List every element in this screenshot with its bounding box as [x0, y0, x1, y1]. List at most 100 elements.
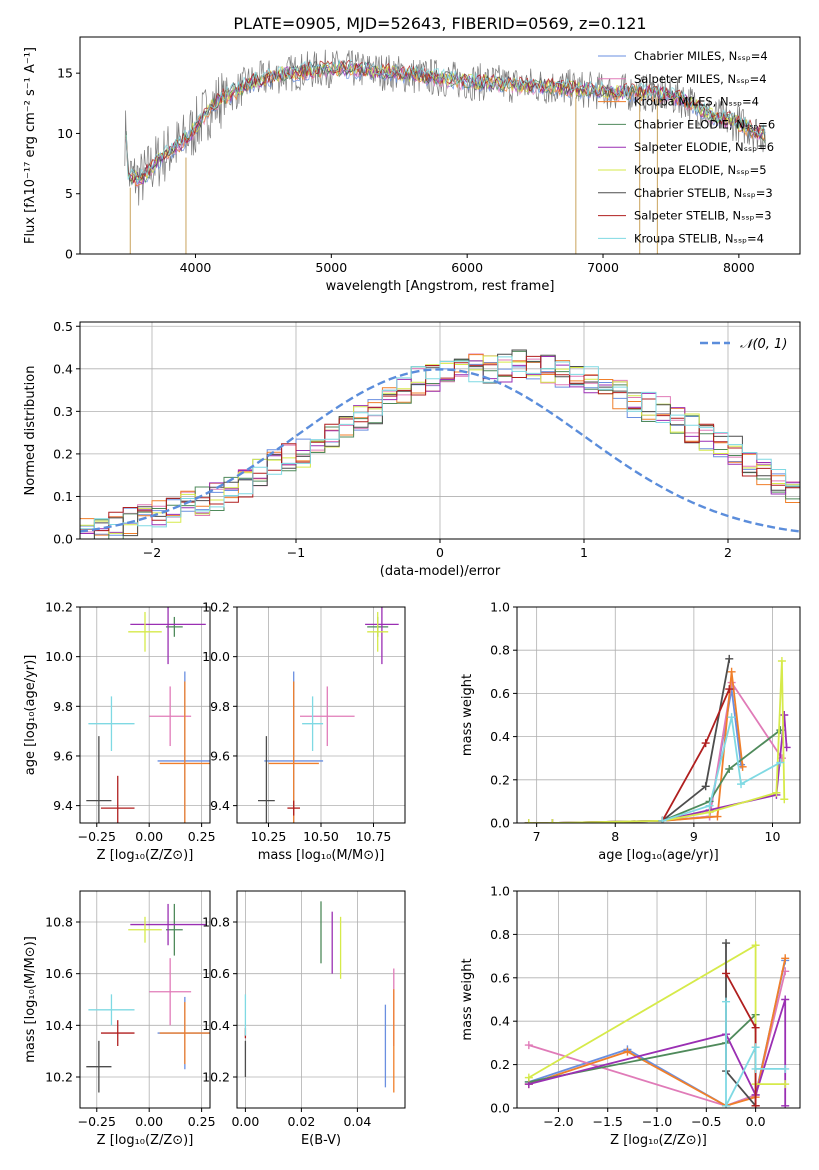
y-tick-label: 0.3 [53, 404, 73, 419]
y-tick-label: 10.6 [202, 966, 230, 981]
data-point-marker [722, 1101, 731, 1108]
histogram-kroupa-stelib [80, 356, 800, 530]
x-tick-label: 10.25 [251, 829, 287, 844]
axes-frame [236, 890, 406, 1109]
data-point-marker [776, 758, 785, 767]
x-axis-label: Z [log₁₀(Z/Z⊙)] [97, 848, 194, 863]
y-tick-label: 1.0 [490, 884, 510, 899]
errorbar-point [149, 686, 192, 747]
data-marks [244, 901, 395, 1093]
legend-entry: Chabrier STELIB, Nₛₛₚ=3 [634, 186, 773, 200]
x-tick-label: −2.0 [543, 1114, 573, 1129]
data-point-marker [725, 765, 734, 773]
x-tick-label: 0.25 [188, 829, 216, 844]
errorbar-point [302, 696, 324, 751]
data-point-marker [751, 1043, 760, 1052]
model-line-kroupa-stelib [125, 58, 766, 184]
y-tick-label: 0.8 [490, 927, 510, 942]
series-line-salpeter-elodie [528, 714, 788, 823]
data-point-marker [751, 1023, 760, 1032]
y-tick-label: 9.6 [53, 748, 73, 763]
data-marks [524, 939, 790, 1108]
errorbar-point [149, 958, 192, 1026]
errorbar-point [130, 903, 206, 946]
x-tick-label: 0.00 [135, 829, 163, 844]
data-point-marker [781, 995, 790, 1004]
y-tick-label: 10.4 [45, 1018, 73, 1033]
x-tick-label: 10.75 [356, 829, 392, 844]
y-tick-label: 10.2 [202, 1070, 230, 1085]
axes-8: −2.0 −1.5 −1.0 −0.5 0.0 0.0 0.2 0.4 0.6 0.8 1.0 Z [… [460, 884, 801, 1148]
data-point-marker [713, 812, 722, 821]
data-point-marker [727, 713, 736, 722]
x-tick-label: 10.50 [303, 829, 339, 844]
x-tick-label: 7 [533, 829, 541, 844]
data-point-marker [524, 819, 533, 823]
axes-6: −0.25 0.00 0.25 10.2 10.4 10.6 10.8 Z [log₁₀(Z/… [23, 890, 216, 1148]
model-line-salpeter-stelib [125, 59, 766, 184]
errorbar-point [86, 736, 112, 823]
data-point-marker [722, 969, 731, 978]
x-tick-label: −0.25 [78, 1114, 116, 1129]
x-tick-label: −1.0 [642, 1114, 672, 1129]
y-axis-label: mass weight [460, 674, 475, 756]
x-tick-label: −2 [143, 545, 161, 560]
data-marks [124, 49, 766, 254]
data-point-marker [658, 816, 667, 823]
errorbar-point [100, 1020, 135, 1046]
y-tick-label: 9.6 [210, 748, 230, 763]
y-axis-label: mass weight [460, 958, 475, 1040]
data-point-marker [751, 1101, 760, 1108]
data-point-marker [705, 801, 714, 810]
y-tick-label: 0.0 [490, 816, 510, 831]
data-point-marker [722, 939, 731, 948]
x-tick-label: 9 [690, 829, 698, 844]
data-point-marker [781, 1101, 790, 1108]
axes-2: −2 −1 0 1 2 0.0 0.1 0.2 0.3 0.4 0.5 (data-model)/er… [23, 319, 801, 579]
x-tick-label: −1.5 [593, 1114, 623, 1129]
x-tick-label: 4000 [180, 260, 212, 275]
data-point-marker [737, 780, 746, 789]
data-point-marker [548, 819, 557, 823]
y-tick-label: 0.4 [490, 1014, 510, 1029]
series-line-kroupa-elodie [528, 660, 786, 823]
data-point-marker [777, 657, 786, 665]
x-axis-label: wavelength [Angstrom, rest frame] [326, 279, 555, 294]
legend-entry: 𝒩(0, 1) [740, 337, 787, 352]
x-axis-label: E(B-V) [301, 1133, 341, 1148]
legend-entry: Kroupa MILES, Nₛₛₚ=4 [634, 95, 759, 109]
x-tick-label: 8 [611, 829, 619, 844]
data-marks [86, 607, 210, 823]
data-point-marker [524, 1041, 533, 1050]
plot-area [237, 606, 405, 823]
x-tick-label: 0 [436, 545, 444, 560]
y-tick-label: 10.4 [202, 1018, 230, 1033]
legend: 𝒩(0, 1) [700, 337, 787, 352]
y-tick-label: 0.6 [490, 970, 510, 985]
y-tick-label: 10.2 [45, 1070, 73, 1085]
y-axis-label: mass [log₁₀(M/M⊙)] [23, 936, 38, 1063]
figure-title: PLATE=0905, MJD=52643, FIBERID=0569, z=0… [233, 14, 646, 33]
x-tick-label: 7000 [587, 260, 619, 275]
x-tick-label: 6000 [451, 260, 483, 275]
data-point-marker [701, 739, 710, 748]
y-tick-label: 0.4 [490, 729, 510, 744]
series-line-salpeter-miles [528, 971, 787, 1107]
model-line-chabrier-stelib [125, 59, 766, 182]
y-tick-label: 0.1 [53, 489, 73, 504]
legend-entry: Salpeter STELIB, Nₛₛₚ=3 [634, 209, 772, 223]
y-tick-label: 0.0 [53, 532, 73, 547]
x-tick-label: 0.0 [746, 1114, 766, 1129]
legend-entry: Chabrier ELODIE, Nₛₛₚ=6 [634, 117, 775, 131]
x-tick-label: 0.00 [231, 1114, 259, 1129]
x-tick-label: 5000 [315, 260, 347, 275]
series-line-chabrier-elodie [528, 729, 781, 823]
legend-entry: Kroupa ELODIE, Nₛₛₚ=5 [634, 163, 767, 177]
axes-5: 7 8 9 10 0.0 0.2 0.4 0.6 0.8 1.0 age [log₁₀(age/yr… [460, 600, 801, 863]
legend: Chabrier MILES, Nₛₛₚ=4 Salpeter MILES, Nₛ… [598, 49, 775, 245]
data-point-marker [781, 1064, 790, 1073]
errorbar-point [258, 736, 275, 823]
errorbar-point [128, 611, 162, 652]
y-tick-label: 9.8 [210, 699, 230, 714]
